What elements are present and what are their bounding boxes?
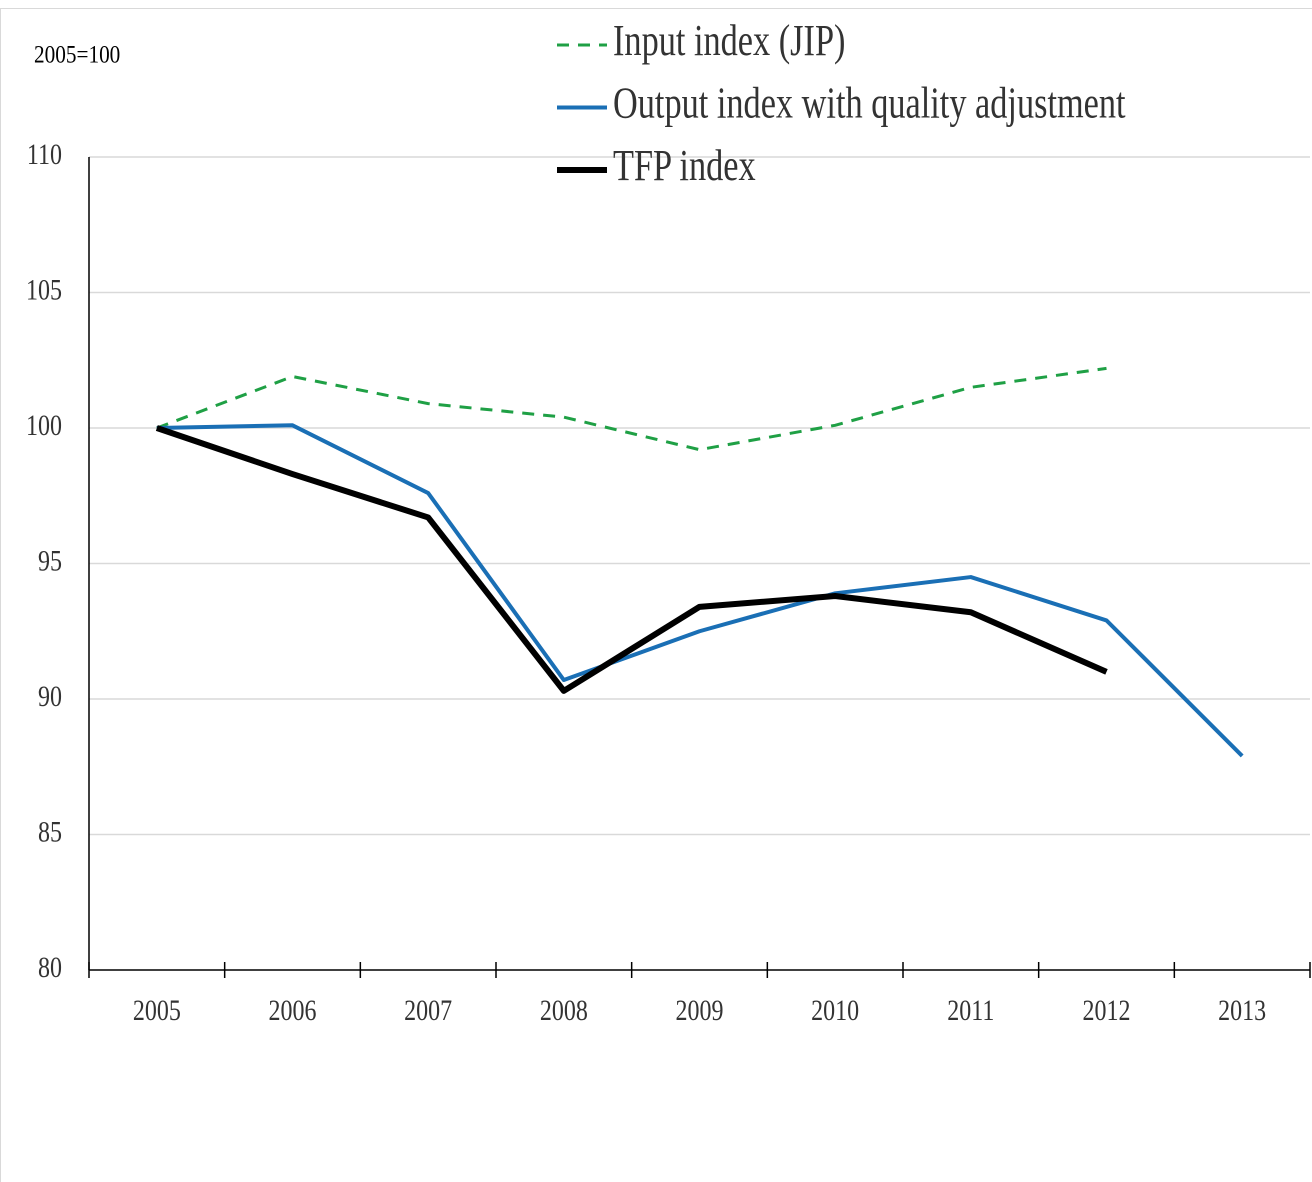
y-axis-label: 2005=100 [34,41,120,69]
y-tick-label: 80 [38,950,62,983]
x-tick-label: 2012 [1083,993,1131,1026]
y-tick-label: 105 [26,273,62,306]
y-tick-label: 100 [26,408,62,441]
series-line [156,366,1107,452]
x-tick-label: 2007 [404,993,452,1026]
legend-label: Input index (JIP) [613,16,845,65]
x-tick-label: 2013 [1218,993,1266,1026]
x-tick-label: 2006 [269,993,317,1026]
series-line [155,425,1108,694]
series-line [156,423,1244,758]
y-tick-label: 110 [27,137,62,170]
y-tick-label: 90 [38,679,62,712]
legend-label: Output index with quality adjustment [613,79,1126,128]
x-tick-label: 2009 [676,993,724,1026]
x-tick-label: 2010 [811,993,859,1026]
x-tick-label: 2005 [133,993,181,1026]
chart-border [0,8,1312,1182]
legend-label: TFP index [613,141,756,190]
x-tick-label: 2011 [947,993,994,1026]
y-tick-label: 85 [38,815,62,848]
x-tick-label: 2008 [540,993,588,1026]
y-tick-label: 95 [38,544,62,577]
